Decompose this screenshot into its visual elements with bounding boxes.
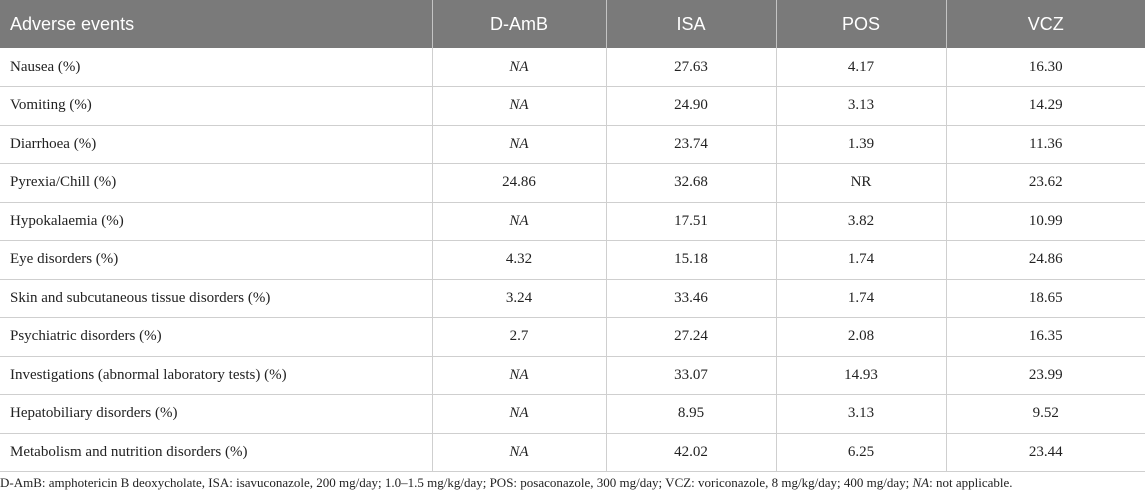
- row-label: Nausea (%): [0, 48, 433, 87]
- table-row: Eye disorders (%) 4.32 15.18 1.74 24.86: [0, 240, 1145, 280]
- cell-vcz: 16.30: [946, 48, 1145, 87]
- cell-vcz: 18.65: [946, 279, 1145, 318]
- cell-d-amb: NA: [432, 48, 607, 87]
- row-label: Metabolism and nutrition disorders (%): [0, 433, 433, 472]
- table-row: Pyrexia/Chill (%) 24.86 32.68 NR 23.62: [0, 163, 1145, 203]
- row-label: Skin and subcutaneous tissue disorders (…: [0, 279, 433, 318]
- cell-pos: 2.08: [776, 317, 947, 357]
- footnote-na-definition: : not applicable.: [929, 475, 1013, 490]
- cell-d-amb: 3.24: [432, 279, 607, 318]
- row-label: Hepatobiliary disorders (%): [0, 394, 433, 434]
- cell-isa: 32.68: [606, 163, 777, 203]
- row-label: Vomiting (%): [0, 86, 433, 126]
- cell-pos: 4.17: [776, 48, 947, 87]
- footnote-na-term: NA: [912, 475, 930, 490]
- cell-vcz: 23.99: [946, 356, 1145, 395]
- table-row: Metabolism and nutrition disorders (%) NA…: [0, 433, 1145, 472]
- header-pos: POS: [776, 0, 947, 48]
- table-row: Psychiatric disorders (%) 2.7 27.24 2.08 16.…: [0, 317, 1145, 357]
- cell-vcz: 23.62: [946, 163, 1145, 203]
- cell-vcz: 24.86: [946, 240, 1145, 280]
- cell-d-amb: NA: [432, 433, 607, 472]
- cell-d-amb: NA: [432, 356, 607, 395]
- table-row: Hypokalaemia (%) NA 17.51 3.82 10.99: [0, 202, 1145, 241]
- cell-pos: NR: [776, 163, 947, 203]
- cell-pos: 3.13: [776, 394, 947, 434]
- cell-vcz: 9.52: [946, 394, 1145, 434]
- header-row: Adverse events D-AmB ISA POS VCZ: [0, 0, 1145, 48]
- row-label: Diarrhoea (%): [0, 125, 433, 164]
- table-body: Nausea (%) NA 27.63 4.17 16.30 Vomiting (%) NA…: [0, 48, 1145, 472]
- cell-isa: 15.18: [606, 240, 777, 280]
- cell-isa: 33.46: [606, 279, 777, 318]
- row-label: Psychiatric disorders (%): [0, 317, 433, 357]
- cell-isa: 27.24: [606, 317, 777, 357]
- table-row: Nausea (%) NA 27.63 4.17 16.30: [0, 48, 1145, 87]
- table-row: Investigations (abnormal laboratory test…: [0, 356, 1145, 395]
- cell-vcz: 16.35: [946, 317, 1145, 357]
- header-isa: ISA: [606, 0, 777, 48]
- cell-isa: 24.90: [606, 86, 777, 126]
- cell-vcz: 10.99: [946, 202, 1145, 241]
- table-header: Adverse events D-AmB ISA POS VCZ: [0, 0, 1145, 48]
- cell-pos: 14.93: [776, 356, 947, 395]
- cell-d-amb: NA: [432, 86, 607, 126]
- table-row: Skin and subcutaneous tissue disorders (…: [0, 279, 1145, 318]
- row-label: Eye disorders (%): [0, 240, 433, 280]
- cell-isa: 42.02: [606, 433, 777, 472]
- cell-isa: 17.51: [606, 202, 777, 241]
- cell-isa: 33.07: [606, 356, 777, 395]
- cell-vcz: 11.36: [946, 125, 1145, 164]
- cell-pos: 1.74: [776, 240, 947, 280]
- cell-isa: 27.63: [606, 48, 777, 87]
- cell-d-amb: NA: [432, 394, 607, 434]
- cell-isa: 23.74: [606, 125, 777, 164]
- header-vcz: VCZ: [946, 0, 1145, 48]
- table-row: Diarrhoea (%) NA 23.74 1.39 11.36: [0, 125, 1145, 164]
- cell-vcz: 23.44: [946, 433, 1145, 472]
- footnote-text: D-AmB: amphotericin B deoxycholate, ISA:…: [0, 475, 913, 490]
- table-row: Vomiting (%) NA 24.90 3.13 14.29: [0, 86, 1145, 126]
- row-label: Investigations (abnormal laboratory test…: [0, 356, 433, 395]
- row-label: Pyrexia/Chill (%): [0, 163, 433, 203]
- cell-d-amb: NA: [432, 125, 607, 164]
- cell-pos: 3.13: [776, 86, 947, 126]
- cell-vcz: 14.29: [946, 86, 1145, 126]
- cell-d-amb: NA: [432, 202, 607, 241]
- cell-pos: 3.82: [776, 202, 947, 241]
- header-adverse-events: Adverse events: [0, 0, 433, 48]
- cell-isa: 8.95: [606, 394, 777, 434]
- table-row: Hepatobiliary disorders (%) NA 8.95 3.13 9.5…: [0, 394, 1145, 434]
- cell-d-amb: 24.86: [432, 163, 607, 203]
- adverse-events-table: Adverse events D-AmB ISA POS VCZ Nausea …: [0, 0, 1145, 472]
- cell-d-amb: 2.7: [432, 317, 607, 357]
- cell-d-amb: 4.32: [432, 240, 607, 280]
- cell-pos: 1.39: [776, 125, 947, 164]
- cell-pos: 6.25: [776, 433, 947, 472]
- table-footnote: D-AmB: amphotericin B deoxycholate, ISA:…: [0, 475, 1145, 491]
- row-label: Hypokalaemia (%): [0, 202, 433, 241]
- cell-pos: 1.74: [776, 279, 947, 318]
- header-d-amb: D-AmB: [432, 0, 607, 48]
